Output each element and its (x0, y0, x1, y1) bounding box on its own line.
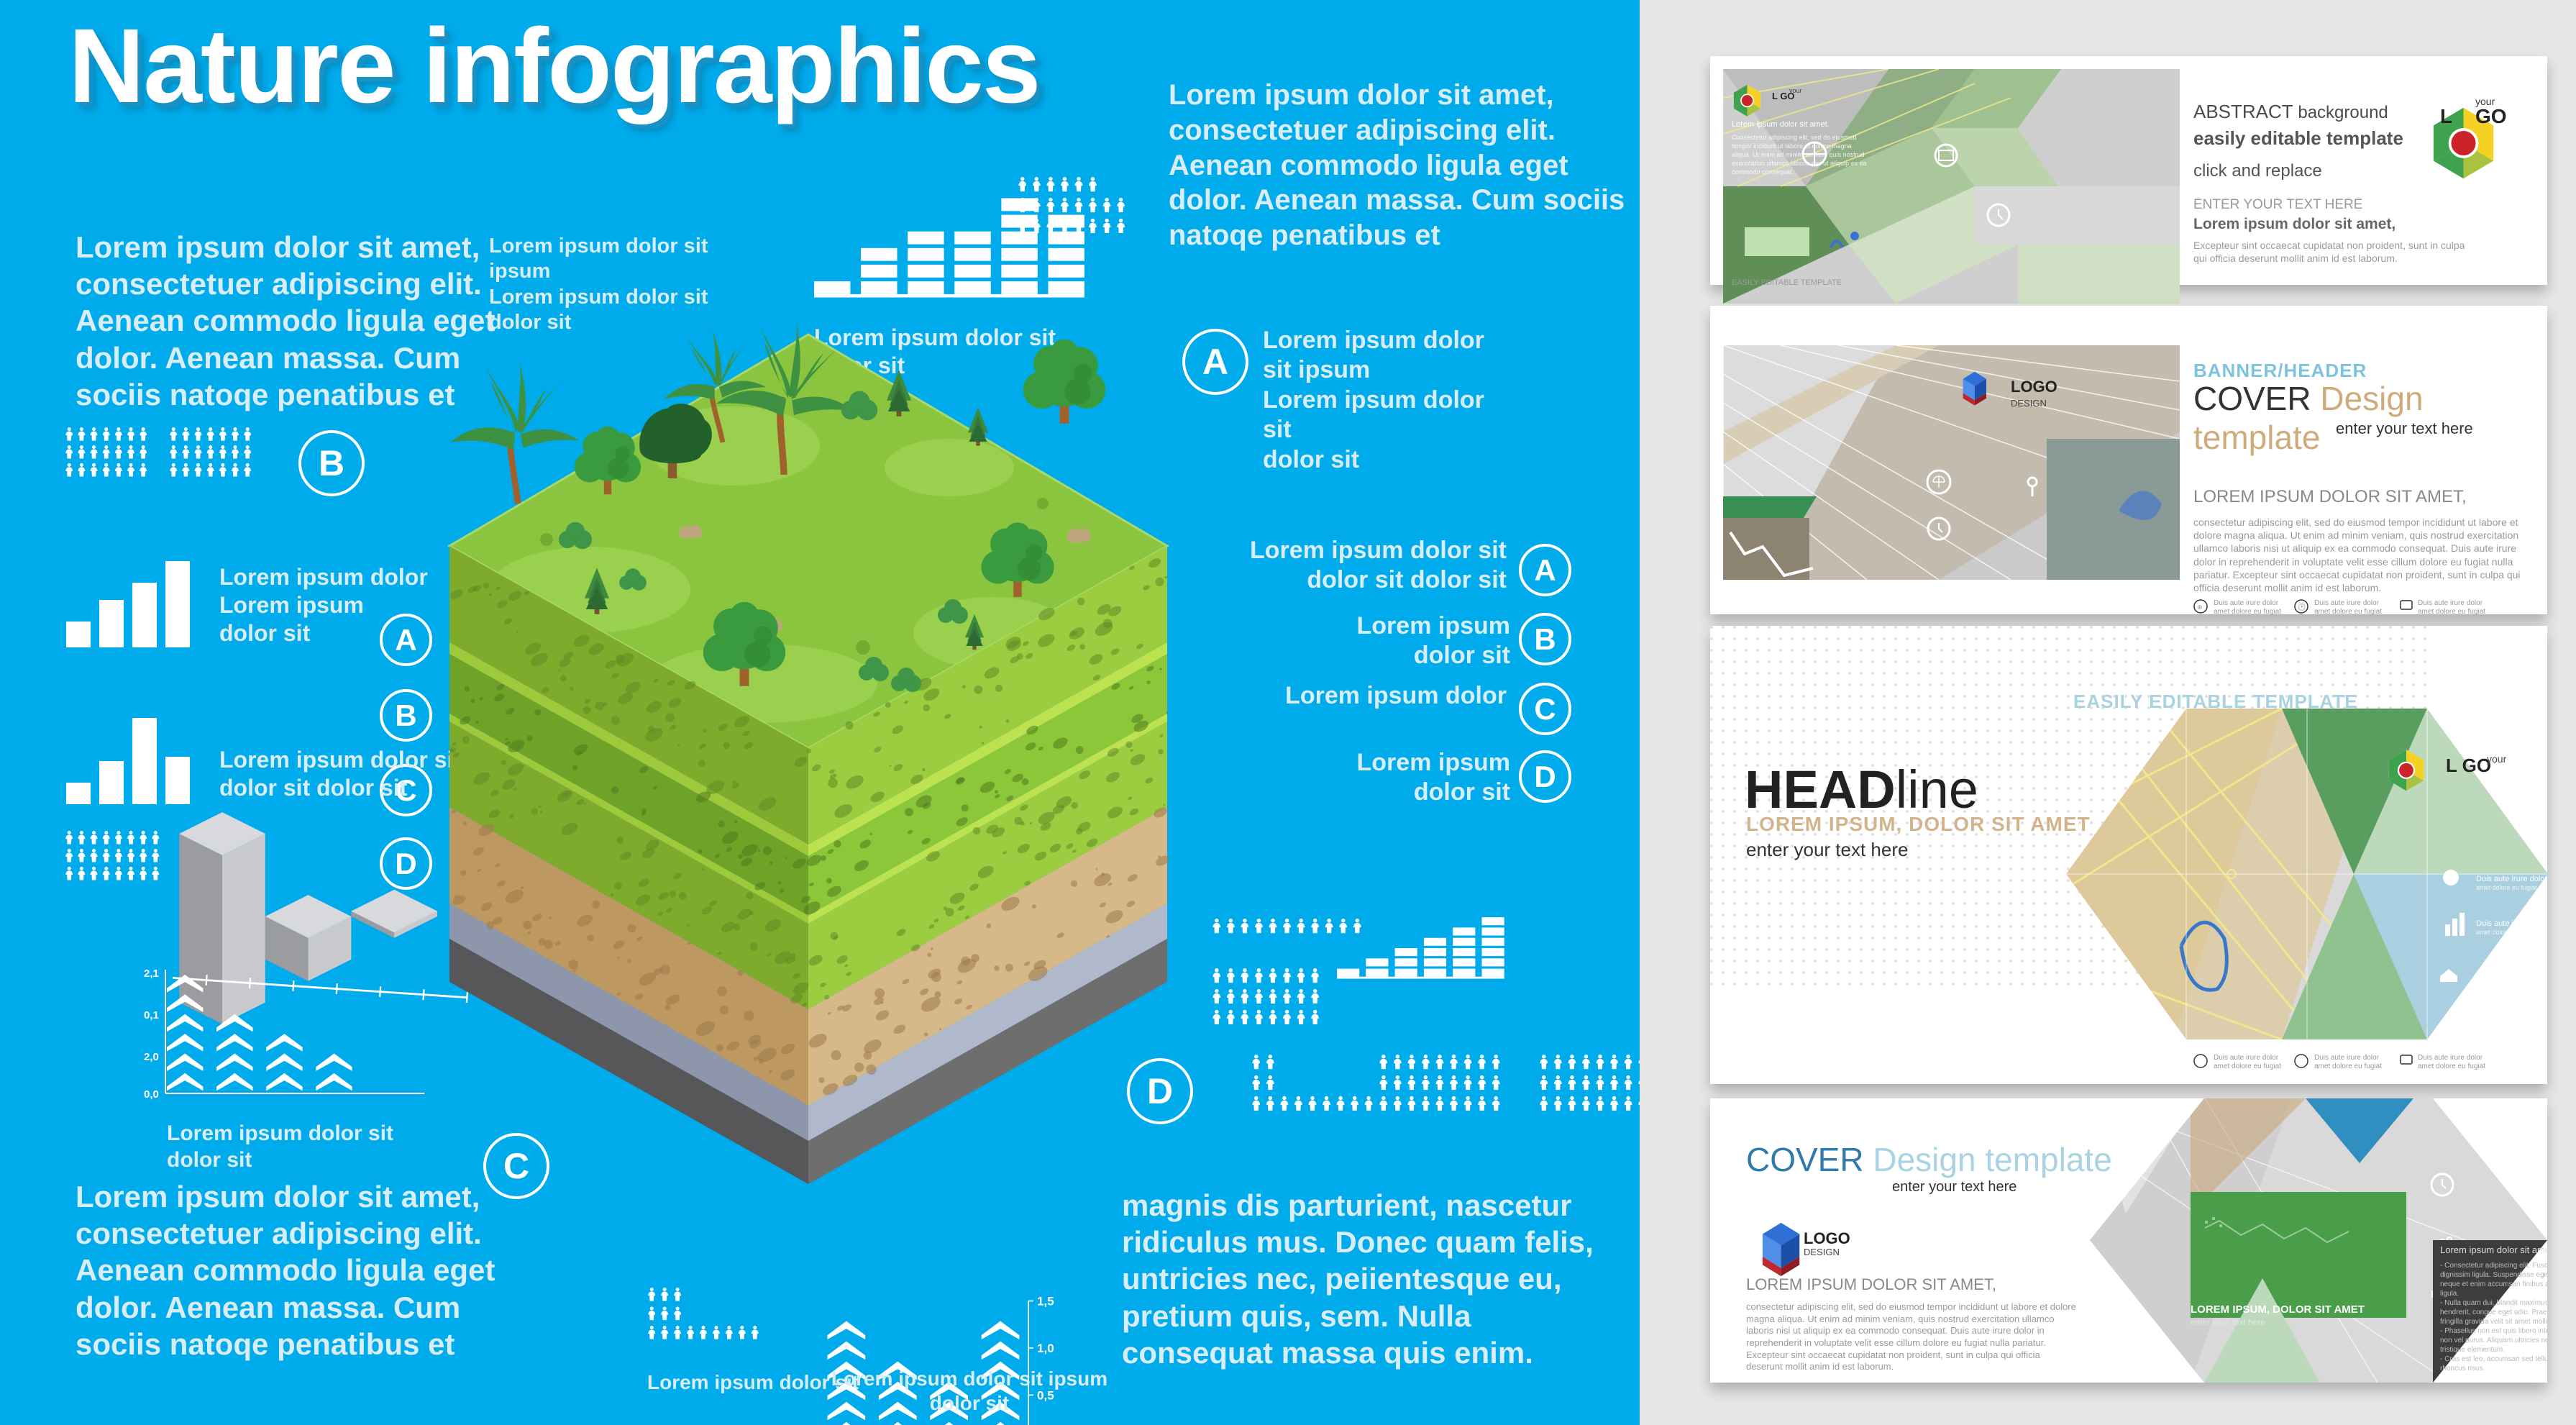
svg-text:Duis aute irure dolor: Duis aute irure dolor (2214, 1054, 2279, 1062)
svg-text:commodo consequat.: commodo consequat. (1732, 168, 1794, 176)
svg-text:aliqua. Ut enim ad minim venia: aliqua. Ut enim ad minim veniam, quis no… (1732, 151, 1865, 158)
svg-text:exercitation ullamco laboris n: exercitation ullamco laboris nisi ut ali… (1732, 160, 1867, 167)
svg-text:Duis aute irure dolor: Duis aute irure dolor (2476, 971, 2547, 980)
svg-text:tristique elementum.: tristique elementum. (2440, 1346, 2505, 1354)
svg-text:- Cras est leo, accumsan sed t: - Cras est leo, accumsan sed tellus id, … (2440, 1355, 2547, 1363)
svg-text:Duis aute irure dolor: Duis aute irure dolor (2476, 875, 2547, 883)
svg-text:dignissim ligula. Suspendisse: dignissim ligula. Suspendisse eget (2440, 1271, 2547, 1279)
svg-text:Duis aute irure dolor: Duis aute irure dolor (2314, 1054, 2380, 1062)
svg-text:LOREM IPSUM, DOLOR SIT AMET: LOREM IPSUM, DOLOR SIT AMET (2191, 1303, 2365, 1316)
svg-text:DESIGN: DESIGN (2011, 398, 2047, 409)
svg-text:Consectetur adipiscing elit, s: Consectetur adipiscing elit, sed do eius… (1732, 134, 1857, 141)
svg-text:amet dolore eu fugiat: amet dolore eu fugiat (2476, 884, 2537, 891)
svg-text:hendrerit, congue eget odio. P: hendrerit, congue eget odio. Praesent (2440, 1308, 2547, 1316)
svg-text:Duis aute irure dolor: Duis aute irure dolor (2418, 1054, 2483, 1062)
svg-text:Lorem ipsum dolor sit amet: Lorem ipsum dolor sit amet (2440, 1244, 2547, 1255)
svg-text:Lorem ipsum: Lorem ipsum (1730, 578, 1784, 580)
svg-text:your: your (1789, 87, 1802, 94)
svg-text:LOGO: LOGO (2011, 378, 2057, 396)
svg-text:fringilla gravida velit sit am: fringilla gravida velit sit amet mollis. (2440, 1318, 2547, 1326)
svg-text:amet dolore eu fugiat: amet dolore eu fugiat (2314, 1062, 2382, 1070)
svg-text:ligula.: ligula. (2440, 1290, 2459, 1298)
svg-text:rhoncus risus.: rhoncus risus. (2440, 1365, 2485, 1372)
svg-text:Duis aute irure dolor: Duis aute irure dolor (2314, 599, 2380, 607)
svg-text:tempor incidunt ut labore et d: tempor incidunt ut labore et dolore magn… (1732, 142, 1852, 150)
svg-text:your: your (2487, 753, 2507, 765)
svg-text:neque et enim accumsan finibus: neque et enim accumsan finibus a sed (2440, 1280, 2547, 1288)
svg-text:amet dolore eu fugiat: amet dolore eu fugiat (2214, 608, 2281, 616)
svg-text:⊕: ⊕ (2197, 604, 2203, 611)
svg-text:Lorem ipsum dolor sit amet.: Lorem ipsum dolor sit amet. (1732, 120, 1830, 129)
svg-text:amet dolore eu fugiat: amet dolore eu fugiat (2314, 608, 2382, 616)
svg-text:enter your text here: enter your text here (2191, 1317, 2265, 1327)
svg-text:amet dolore eu fugiat: amet dolore eu fugiat (2418, 1062, 2485, 1070)
svg-text:🕐: 🕐 (2298, 603, 2306, 611)
svg-text:EASILY EDITABLE TEMPLATE: EASILY EDITABLE TEMPLATE (1732, 278, 1842, 287)
svg-text:- Phasellus non est quis liber: - Phasellus non est quis libero interdum… (2440, 1327, 2547, 1335)
svg-text:amet dolore eu fugiat: amet dolore eu fugiat (2418, 608, 2485, 616)
svg-text:Duis aute irure dolor: Duis aute irure dolor (2214, 599, 2279, 607)
svg-text:- Consectetur adipiscing elit.: - Consectetur adipiscing elit. Fusce ut (2440, 1262, 2547, 1270)
svg-text:L GO: L GO (2446, 755, 2491, 776)
svg-text:amet dolore eu fugiat: amet dolore eu fugiat (2476, 980, 2537, 988)
svg-text:amet dolore eu fugiat: amet dolore eu fugiat (2476, 929, 2537, 936)
svg-text:non vel purus. Aliquam ultrici: non vel purus. Aliquam ultricies neque n… (2440, 1337, 2547, 1344)
svg-text:amet dolore eu fugiat: amet dolore eu fugiat (2214, 1062, 2281, 1070)
svg-text:Duis aute irure dolor: Duis aute irure dolor (2476, 919, 2547, 928)
svg-text:- Nulla quam dui, blandit maxi: - Nulla quam dui, blandit maximus ornare (2440, 1299, 2547, 1307)
svg-text:Duis aute irure dolor: Duis aute irure dolor (2418, 599, 2483, 607)
